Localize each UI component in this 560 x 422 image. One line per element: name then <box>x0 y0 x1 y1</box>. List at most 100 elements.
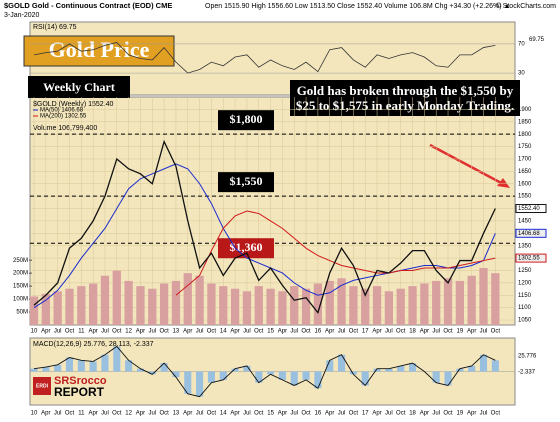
x-tick-label: Apr <box>230 411 239 417</box>
x-tick-label: Oct <box>396 329 406 335</box>
logo-badge-text: ERDI <box>36 383 49 389</box>
stats: Open 1515.90 High 1556.60 Low 1513.50 Cl… <box>205 3 510 10</box>
x-tick-label: Jul <box>385 329 393 335</box>
x-tick-label: 10 <box>31 329 38 335</box>
x-tick-label: 10 <box>31 411 38 417</box>
volume-bar <box>136 286 145 325</box>
x-tick-label: Apr <box>136 329 145 335</box>
x-tick-label: Jul <box>290 329 298 335</box>
x-tick-label: 12 <box>125 411 132 417</box>
macd-bar <box>243 365 251 372</box>
legend-entry: MA(50) 1406.68 <box>40 108 84 114</box>
x-tick-label: Apr <box>372 329 381 335</box>
volume-bar <box>301 288 311 325</box>
price-legend: $GOLD (Weekly) 1552.40 <box>33 101 114 108</box>
volume-bar <box>455 280 464 325</box>
volume-bar <box>384 291 394 325</box>
logo-badge <box>33 377 51 395</box>
macd-bar <box>89 361 97 372</box>
x-tick-label: Jul <box>432 329 440 335</box>
logo: ERDI SRSrocco REPORT <box>33 375 107 399</box>
volume-bar <box>443 278 453 325</box>
x-tick-label: Jul <box>480 329 488 335</box>
macd-bar <box>77 360 85 372</box>
x-tick-label: Apr <box>41 329 50 335</box>
series-line <box>33 139 496 314</box>
macd-bar <box>160 363 168 372</box>
x-tick-label: Oct <box>349 329 359 335</box>
macd-bar <box>136 368 145 372</box>
y-tick-label: 1450 <box>518 218 532 224</box>
volume-tick-label: 50M <box>16 310 28 316</box>
volume-bar <box>77 286 86 325</box>
macd-end-label: -2.337 <box>518 370 536 376</box>
x-tick-label: Jul <box>54 329 62 335</box>
volume-bar <box>242 291 252 325</box>
x-tick-label: Oct <box>207 329 217 335</box>
x-tick-label: Jul <box>101 329 109 335</box>
volume-bar <box>41 293 50 325</box>
x-tick-label: Oct <box>301 411 311 417</box>
x-tick-label: 12 <box>125 329 132 335</box>
x-tick-label: 18 <box>409 411 416 417</box>
end-label-box <box>515 228 547 238</box>
x-tick-label: Jul <box>101 411 109 417</box>
legend-entry: MA(200) 1302.55 <box>40 114 87 120</box>
x-tick-label: Apr <box>136 411 145 417</box>
x-tick-label: 14 <box>220 411 227 417</box>
x-tick-label: Jul <box>148 329 156 335</box>
volume-bar <box>89 283 98 325</box>
volume-tick-label: 150M <box>13 284 28 290</box>
macd-bar <box>302 371 310 380</box>
x-tick-label: Apr <box>420 329 429 335</box>
x-tick-label: 14 <box>220 329 227 335</box>
x-tick-label: Oct <box>349 411 359 417</box>
rsi-end-label: 69.75 <box>529 37 545 43</box>
x-tick-label: 15 <box>267 329 274 335</box>
volume-bar <box>420 283 429 325</box>
x-tick-label: Apr <box>183 411 192 417</box>
volume-bar <box>148 288 157 325</box>
x-tick-label: 18 <box>409 329 416 335</box>
volume-bar <box>254 286 263 325</box>
volume-bar <box>230 288 240 325</box>
volume-bar <box>408 286 417 325</box>
volume-bar <box>100 275 110 325</box>
volume-bar <box>112 270 121 325</box>
macd-line <box>33 345 496 398</box>
macd-bar <box>397 365 405 372</box>
macd-bar <box>468 365 476 372</box>
macd-bar <box>184 371 192 394</box>
volume-bar <box>325 280 334 325</box>
x-tick-label: Apr <box>230 329 239 335</box>
volume-bar <box>159 283 169 325</box>
volume-tick-label: 250M <box>13 258 28 264</box>
volume-bar <box>171 280 181 325</box>
macd-bar <box>326 360 334 372</box>
x-tick-label: Oct <box>443 329 453 335</box>
volume-bar <box>195 275 204 325</box>
title: Gold Price <box>49 37 150 62</box>
x-tick-label: Apr <box>372 411 381 417</box>
x-tick-label: Jul <box>196 411 204 417</box>
volume-bar <box>124 280 133 325</box>
volume-bar <box>372 286 382 325</box>
rsi-tick-label: 70 <box>518 41 525 47</box>
volume-bar <box>313 283 323 325</box>
y-tick-label: 1600 <box>518 181 532 187</box>
x-tick-label: Jul <box>196 329 204 335</box>
x-tick-label: Apr <box>41 411 50 417</box>
rsi-tick-label: 30 <box>518 71 525 77</box>
y-tick-label: 1150 <box>518 293 532 299</box>
volume-bar <box>266 288 275 325</box>
macd-bar <box>172 371 180 378</box>
macd-bar <box>54 364 62 372</box>
macd-bar <box>231 368 239 372</box>
x-tick-label: Oct <box>159 329 169 335</box>
macd-bar <box>219 371 227 380</box>
macd-bar <box>290 371 298 386</box>
macd-bar <box>278 371 286 380</box>
annotation: Gold has broken through the $1,550 by $2… <box>290 80 520 116</box>
x-tick-label: Apr <box>325 411 334 417</box>
x-tick-label: Oct <box>207 411 217 417</box>
